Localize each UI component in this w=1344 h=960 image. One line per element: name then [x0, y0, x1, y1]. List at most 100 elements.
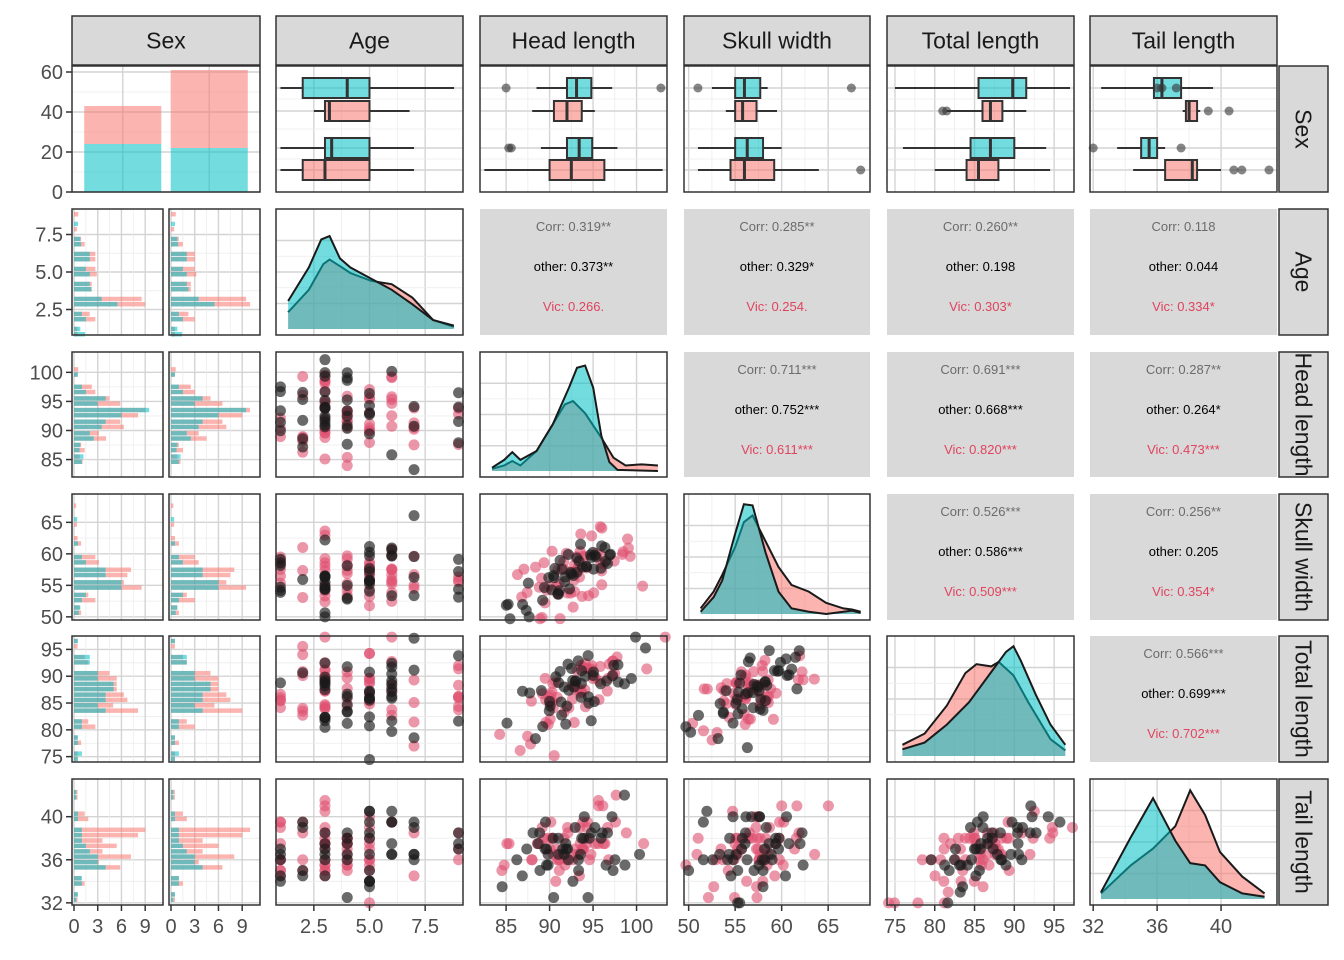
corr-other-text: other: 0.329*: [740, 259, 814, 274]
tick-label-left: 85: [41, 450, 63, 472]
corr-vic-text: Vic: 0.266.: [543, 299, 604, 314]
hist-bar-male: [171, 517, 175, 522]
panel-total-length-tail-length: Corr: 0.566*** other: 0.699*** Vic: 0.702*…: [1090, 636, 1277, 762]
hist-bar-male: [171, 811, 175, 816]
panel-age-skull-width-bg: [684, 209, 870, 335]
panel-age-age-border: [275, 208, 464, 336]
point-other: [297, 865, 309, 877]
hist-bar-male: [74, 811, 78, 816]
hist-bar-male: [74, 242, 82, 247]
point-vic: [319, 800, 331, 812]
tick-label-left: 20: [41, 142, 63, 164]
hist-subpanel-border: [168, 493, 261, 621]
panel-age-age: [275, 208, 464, 336]
strip-top-label: Head length: [511, 28, 635, 54]
hist-bar-male: [171, 431, 187, 436]
hist-bar-male: [171, 681, 211, 687]
point-other: [736, 703, 748, 715]
point-other: [697, 854, 709, 866]
point-vic: [692, 832, 704, 844]
hist-bar-male: [171, 827, 179, 833]
hist-bar-male: [74, 843, 86, 849]
hist-bar-female: [74, 597, 96, 603]
point-other: [364, 832, 375, 844]
hist-bar-female: [74, 724, 96, 729]
panel-total-length-head-length-border: [479, 635, 668, 763]
hist-bar-male: [171, 697, 203, 703]
strip-right-age: [1278, 208, 1329, 336]
hist-bar-male: [171, 859, 195, 865]
boxplot-m-other: [894, 77, 1071, 99]
boxplot-m-Vic: [902, 137, 1047, 159]
point-other: [364, 400, 375, 412]
boxplot-m-Vic: [504, 137, 618, 159]
point-vic: [554, 613, 566, 625]
boxplot-outlier: [1237, 165, 1247, 175]
hist-subpanel-border: [71, 778, 164, 906]
point-other: [760, 821, 772, 833]
point-vic: [912, 897, 924, 909]
point-other: [568, 681, 580, 693]
hist-bar-female: [171, 367, 176, 372]
point-other: [501, 717, 513, 729]
point-other: [319, 721, 331, 733]
panel-sex-sex: [71, 65, 261, 193]
strip-right-label: Age: [1291, 252, 1317, 293]
point-other: [572, 655, 584, 667]
corr-other-text: other: 0.264*: [1146, 402, 1220, 417]
corr-other-text: other: 0.586***: [938, 544, 1023, 559]
hist-bar-male: [74, 838, 82, 843]
point-other: [539, 816, 551, 828]
point-other: [319, 684, 331, 696]
boxplot-box: [729, 159, 776, 181]
point-other: [779, 870, 791, 882]
corr-other-text: other: 0.752***: [735, 402, 820, 417]
point-other: [757, 865, 769, 877]
point-other: [274, 677, 286, 689]
hist-bar-male: [171, 272, 187, 277]
point-other: [757, 881, 769, 893]
point-vic: [341, 460, 353, 472]
panel-sex-total-length: [886, 65, 1075, 193]
point-other: [640, 642, 652, 654]
point-other: [364, 865, 375, 877]
point-vic: [530, 561, 542, 573]
strip-top-tail-length: [1089, 15, 1278, 66]
corr-overall-text: Corr: 0.566***: [1143, 646, 1223, 661]
panels-layer: Corr: 0.319**other: 0.373**Vic: 0.266.Co…: [71, 65, 1278, 909]
boxplot-box: [565, 77, 593, 99]
point-other: [765, 848, 777, 860]
hist-bar-male: [171, 396, 203, 401]
point-vic: [453, 692, 465, 704]
point-vic: [453, 663, 465, 675]
hist-bar-male: [171, 541, 175, 546]
hist-bar-female: [171, 311, 189, 317]
point-vic: [742, 713, 754, 725]
hist-bar-male: [171, 876, 179, 881]
tick-label-bottom: 0: [165, 916, 176, 938]
hist-bar-male: [171, 660, 187, 665]
point-other: [571, 552, 583, 564]
panel-age-total-length-bg: [887, 209, 1074, 335]
point-other: [942, 897, 954, 909]
density-area-male: [1100, 798, 1265, 899]
hist-bar-female: [171, 724, 195, 729]
hist-bar-male: [171, 838, 179, 843]
point-other: [364, 666, 375, 678]
hist-bar-female: [171, 816, 187, 822]
hist-bar-male: [74, 816, 78, 822]
boxplot-box: [981, 100, 1004, 122]
hist-bar-male: [171, 708, 203, 713]
tick-label-left: 32: [41, 893, 63, 915]
point-other: [578, 832, 590, 844]
tick-label-bottom: 0: [68, 916, 79, 938]
hist-bar-male: [171, 703, 195, 708]
hist-bar-male: [171, 592, 183, 598]
point-vic: [585, 848, 597, 860]
hist-bar-male: [74, 686, 114, 692]
hist-bar-male: [171, 692, 203, 697]
point-other: [567, 569, 579, 581]
corr-overall-text: Corr: 0.711***: [737, 362, 816, 377]
point-other: [504, 613, 516, 625]
hist-bar-male: [74, 221, 78, 227]
